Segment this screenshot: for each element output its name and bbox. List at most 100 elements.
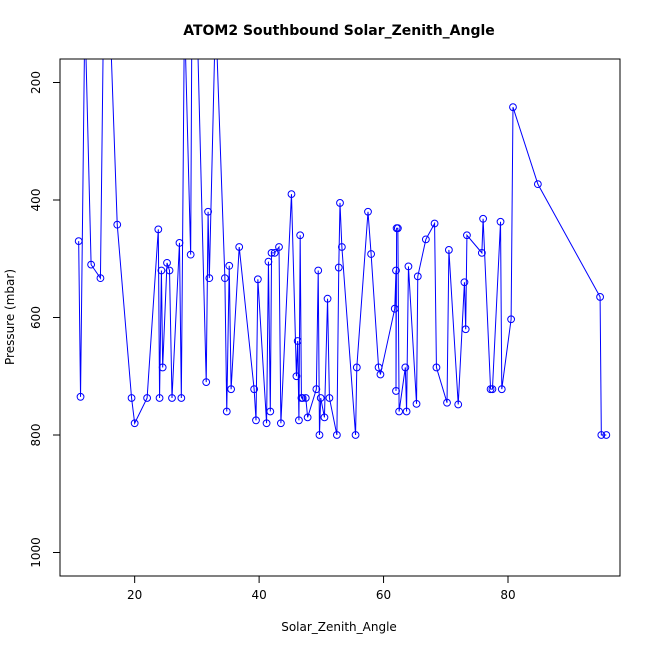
data-point: [463, 231, 471, 240]
data-point: [337, 243, 346, 251]
data-point: [454, 400, 463, 409]
data-point: [323, 294, 332, 303]
data-point: [460, 278, 469, 287]
data-point: [205, 274, 214, 283]
data-point: [352, 363, 361, 372]
data-point: [287, 190, 296, 199]
data-point: [507, 315, 516, 324]
data-point: [430, 219, 439, 228]
y-tick-label: 800: [29, 424, 43, 447]
data-point: [130, 419, 139, 428]
data-point: [292, 372, 301, 381]
data-point: [113, 220, 122, 229]
x-tick-label: 40: [251, 588, 266, 602]
data-point: [496, 217, 505, 226]
x-tick-label: 20: [127, 588, 142, 602]
data-point: [298, 394, 307, 402]
y-tick-label: 200: [29, 71, 43, 94]
data-point: [533, 180, 542, 189]
data-point: [497, 385, 506, 394]
data-point: [127, 394, 136, 402]
data-point: [177, 394, 186, 402]
data-point: [443, 398, 451, 407]
data-point: [295, 416, 303, 425]
data-point: [204, 207, 212, 216]
y-axis: 200 400 600 800 1000: [29, 71, 61, 568]
data-point: [597, 431, 606, 439]
data-point: [314, 266, 323, 275]
data-point: [444, 246, 453, 254]
data-point: [143, 394, 152, 402]
data-point: [336, 199, 344, 207]
data-point: [186, 250, 195, 259]
data-point: [413, 272, 422, 281]
data-point: [76, 392, 85, 401]
data-point: [390, 304, 399, 313]
data-point: [296, 231, 305, 240]
data-point: [155, 394, 164, 402]
data-point: [301, 394, 310, 402]
data-point: [402, 407, 411, 416]
data-point: [316, 394, 325, 402]
data-point: [262, 419, 271, 428]
data-point: [374, 363, 383, 372]
data-point: [87, 260, 96, 269]
data-point: [168, 394, 176, 402]
data-point: [270, 248, 279, 257]
data-point: [367, 250, 376, 258]
data-point: [275, 243, 283, 251]
data-point: [412, 399, 421, 408]
data-point: [253, 275, 262, 284]
x-axis: 20 40 60 80: [127, 575, 516, 602]
data-point: [392, 387, 400, 395]
data-point: [312, 385, 321, 394]
data-point: [404, 262, 413, 271]
y-tick-label: 1000: [29, 537, 43, 568]
data-point: [250, 385, 259, 394]
data-point: [351, 431, 360, 439]
y-tick-label: 600: [29, 306, 43, 329]
data-point: [276, 419, 285, 428]
data-point: [96, 274, 105, 283]
data-point: [364, 207, 372, 216]
data-point: [479, 214, 488, 223]
data-point: [266, 407, 275, 416]
data-point: [225, 261, 234, 270]
data-point: [395, 407, 404, 416]
y-tick-label: 400: [29, 189, 43, 212]
data-point: [154, 225, 163, 234]
data-point: [163, 258, 171, 267]
y-axis-label: Pressure (mbar): [3, 269, 17, 365]
data-point: [477, 248, 486, 257]
data-point: [401, 363, 410, 372]
x-tick-label: 60: [376, 588, 391, 602]
data-point: [602, 431, 611, 439]
data-point: [235, 243, 244, 251]
data-point: [267, 248, 276, 257]
data-point: [158, 363, 167, 372]
data-point: [421, 235, 430, 244]
data-point: [332, 431, 341, 439]
data-point: [227, 385, 236, 394]
data-point: [222, 407, 231, 416]
data-point: [315, 431, 324, 439]
x-axis-label: Solar_Zenith_Angle: [281, 620, 397, 634]
data-point: [303, 413, 312, 422]
data-point: [175, 238, 184, 247]
x-tick-label: 80: [500, 588, 515, 602]
chart-title: ATOM2 Southbound Solar_Zenith_Angle: [183, 23, 495, 39]
data-point: [432, 363, 441, 372]
data-point: [264, 257, 273, 266]
data-point: [157, 266, 166, 275]
data-point: [252, 416, 260, 425]
data-point: [596, 293, 604, 301]
data-point: [74, 237, 83, 246]
data-point: [202, 378, 211, 387]
data-point: [293, 337, 302, 345]
data-point: [393, 224, 402, 233]
data-point: [334, 263, 343, 272]
data-point: [488, 385, 497, 394]
data-point: [325, 394, 334, 402]
